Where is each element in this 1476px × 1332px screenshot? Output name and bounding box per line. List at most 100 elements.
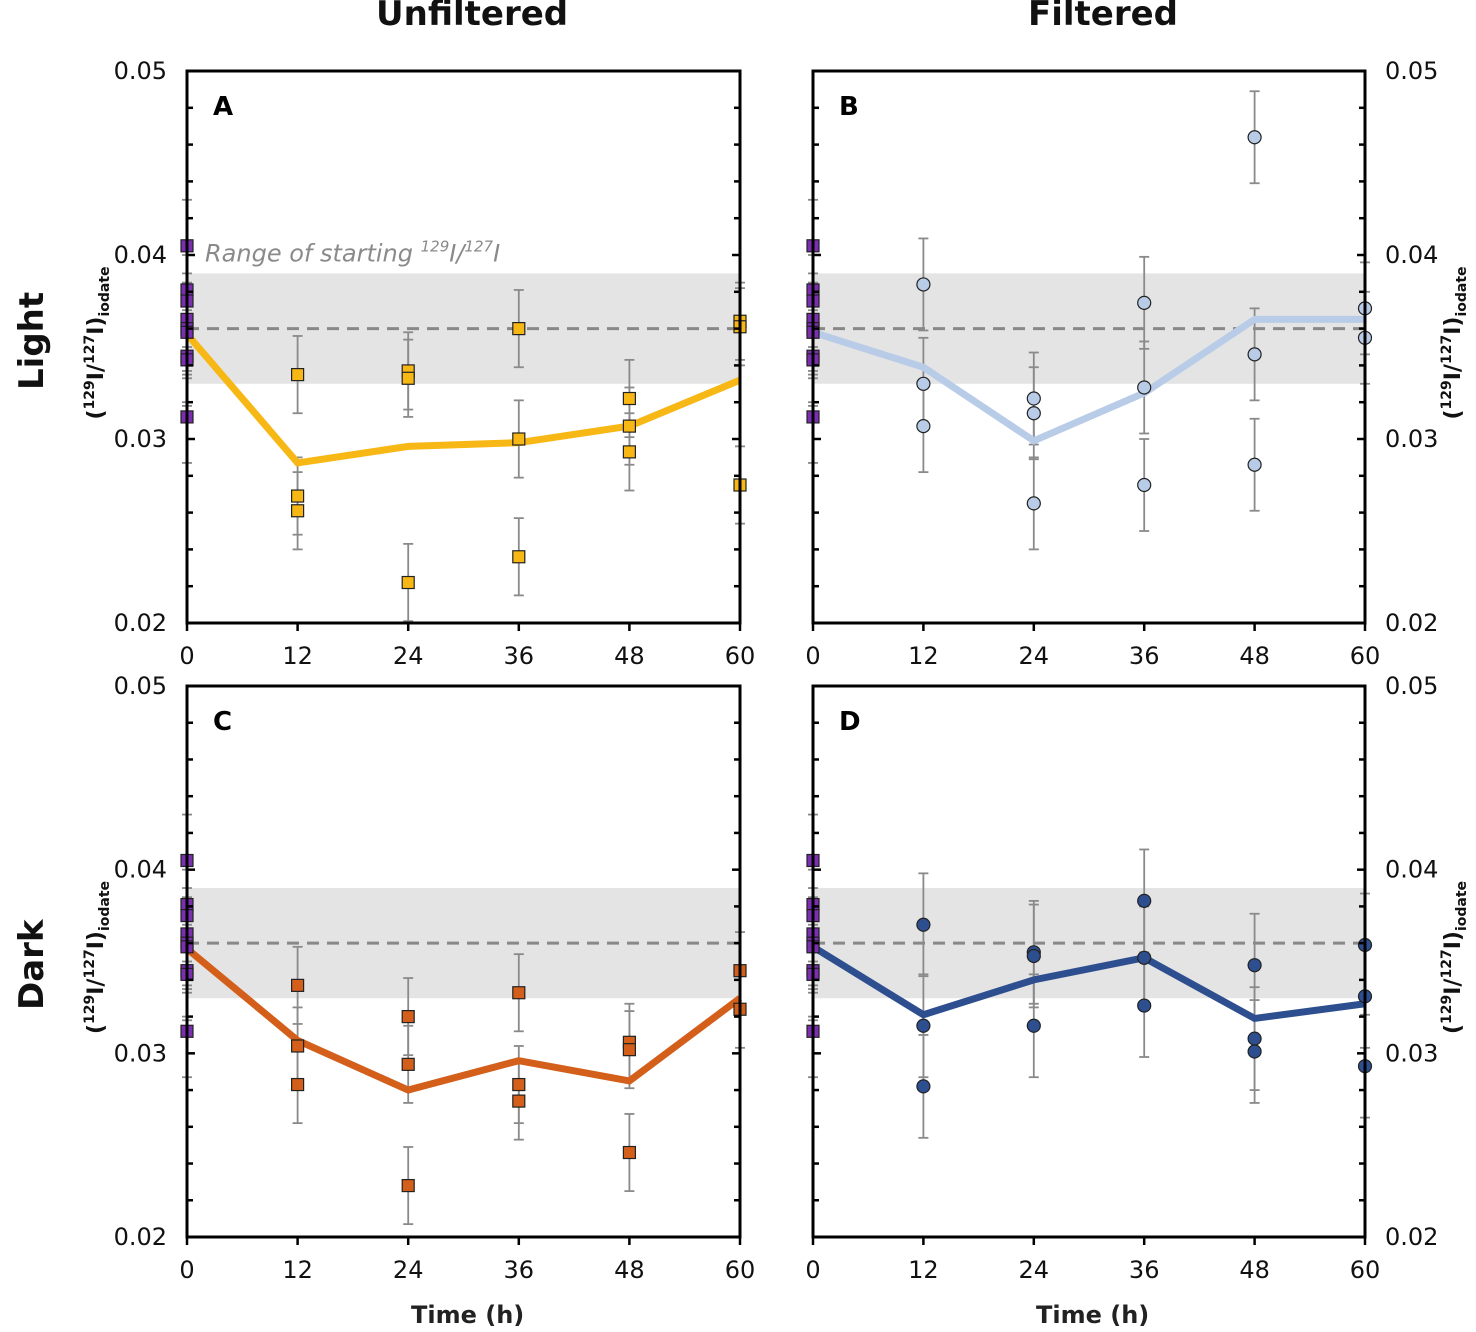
data-point-marker [1026,496,1041,511]
y-axis-label: (129I/127I)iodate [1439,881,1470,1034]
data-point-marker [291,504,305,518]
data-point-marker [1026,948,1041,964]
plot-frame [811,684,1367,1239]
data-point-marker [512,1094,526,1108]
data-point-marker [622,1043,637,1057]
data-point-marker [622,391,637,406]
y-tick-label: 0.05 [1385,57,1438,85]
x-axis-label-left: Time (h) [411,1301,525,1329]
data-point-marker [512,432,526,446]
data-point-marker [1137,893,1152,908]
mean-line [184,945,743,1094]
x-tick-label: 48 [614,1256,645,1284]
col-title-filtered: Filtered [1028,0,1179,34]
x-tick-label: 0 [179,642,194,670]
data-point-marker [622,419,637,433]
data-point-marker [512,322,526,336]
band-annotation: Range of starting 129I/127I [205,237,500,267]
data-point-marker [916,1079,931,1094]
x-tick-label: 48 [1239,642,1270,670]
x-tick-label: 24 [1019,1256,1050,1284]
mean-line [811,315,1365,445]
x-tick-label: 36 [1129,1256,1160,1284]
y-tick-label: 0.03 [114,425,167,453]
panel-letter-d: D [839,707,861,737]
data-point-marker [916,277,931,292]
data-point-marker [1137,950,1152,965]
data-point-marker [291,368,305,382]
data-point-marker [1247,347,1262,362]
data-point-marker [512,550,526,564]
plot-frame [185,684,742,1239]
data-point-marker [401,1009,415,1024]
y-tick-label: 0.02 [114,609,167,637]
y-tick-label: 0.02 [1385,1223,1438,1251]
plot-frame [811,69,1367,625]
x-tick-label: 24 [393,1256,424,1284]
data-point-marker [1247,457,1262,472]
data-point-marker [401,1178,415,1193]
panel-d: 0 12 24 36 48 600.02 0.03 0.04 0.05 (129I/127I)io… [805,672,1470,1284]
y-tick-label: 0.02 [1385,609,1438,637]
y-tick-label: 0.04 [114,856,167,884]
y-axis-label: (129I/127I)iodate [82,881,113,1034]
col-title-unfiltered: Unfiltered [376,0,569,34]
x-tick-label: 36 [1129,642,1160,670]
y-tick-label: 0.05 [1385,672,1438,700]
data-point-marker [401,371,415,385]
x-tick-label: 0 [805,642,820,670]
y-tick-label: 0.03 [1385,1039,1438,1067]
data-point-marker [1247,1044,1262,1059]
y-tick-label: 0.05 [114,672,167,700]
panel-a: Range of starting 129I/127I 0 12 24 36 48 60 0.… [82,57,755,670]
data-point-marker [622,1145,637,1160]
panel-b: 0 12 24 36 48 600.02 0.03 0.04 0.05 (129I/127I)io… [805,57,1470,670]
data-point-marker [291,1039,305,1053]
y-tick-label: 0.05 [114,57,167,85]
data-point-marker [1026,391,1041,406]
x-tick-label: 0 [179,1256,194,1284]
data-point-marker [1247,1031,1262,1046]
y-tick-label: 0.03 [1385,425,1438,453]
x-tick-label: 12 [908,642,939,670]
x-tick-label: 60 [1350,642,1381,670]
data-point-marker [1137,380,1152,395]
x-tick-label: 60 [725,642,756,670]
data-point-marker [1026,1018,1041,1033]
data-point-marker [401,575,415,590]
data-point-marker [1247,130,1262,145]
y-tick-label: 0.04 [1385,241,1438,269]
x-axis-label-right: Time (h) [1036,1301,1150,1329]
y-tick-label: 0.04 [1385,856,1438,884]
panel-letter-b: B [839,92,859,122]
x-tick-label: 12 [282,1256,313,1284]
data-point-marker [1137,295,1152,310]
data-point-marker [916,1018,931,1033]
x-tick-label: 48 [614,642,645,670]
x-tick-label: 24 [1019,642,1050,670]
mean-line [184,331,742,467]
x-tick-label: 60 [1350,1256,1381,1284]
panel-letter-c: C [213,707,232,737]
y-tick-label: 0.03 [114,1039,167,1067]
data-point-marker [512,1077,526,1092]
data-point-marker [916,419,931,434]
data-point-marker [512,986,526,1000]
data-point-marker [1247,958,1262,973]
plot-frame [185,69,742,625]
data-point-marker [916,917,931,932]
x-tick-label: 12 [908,1256,939,1284]
y-tick-label: 0.02 [114,1223,167,1251]
data-point-marker [291,978,305,992]
data-point-marker [1137,477,1152,493]
data-point-marker [916,376,931,391]
x-tick-label: 60 [725,1256,756,1284]
data-point-marker [291,1077,305,1092]
mean-line [811,943,1366,1023]
data-point-marker [622,445,637,459]
y-axis-label: (129I/127I)iodate [82,266,113,419]
panel-c: 0 12 24 36 48 60 0.02 0.03 0.04 0.05 (129I/127I)io… [82,672,755,1284]
x-tick-label: 12 [282,642,313,670]
x-tick-label: 48 [1239,1256,1270,1284]
